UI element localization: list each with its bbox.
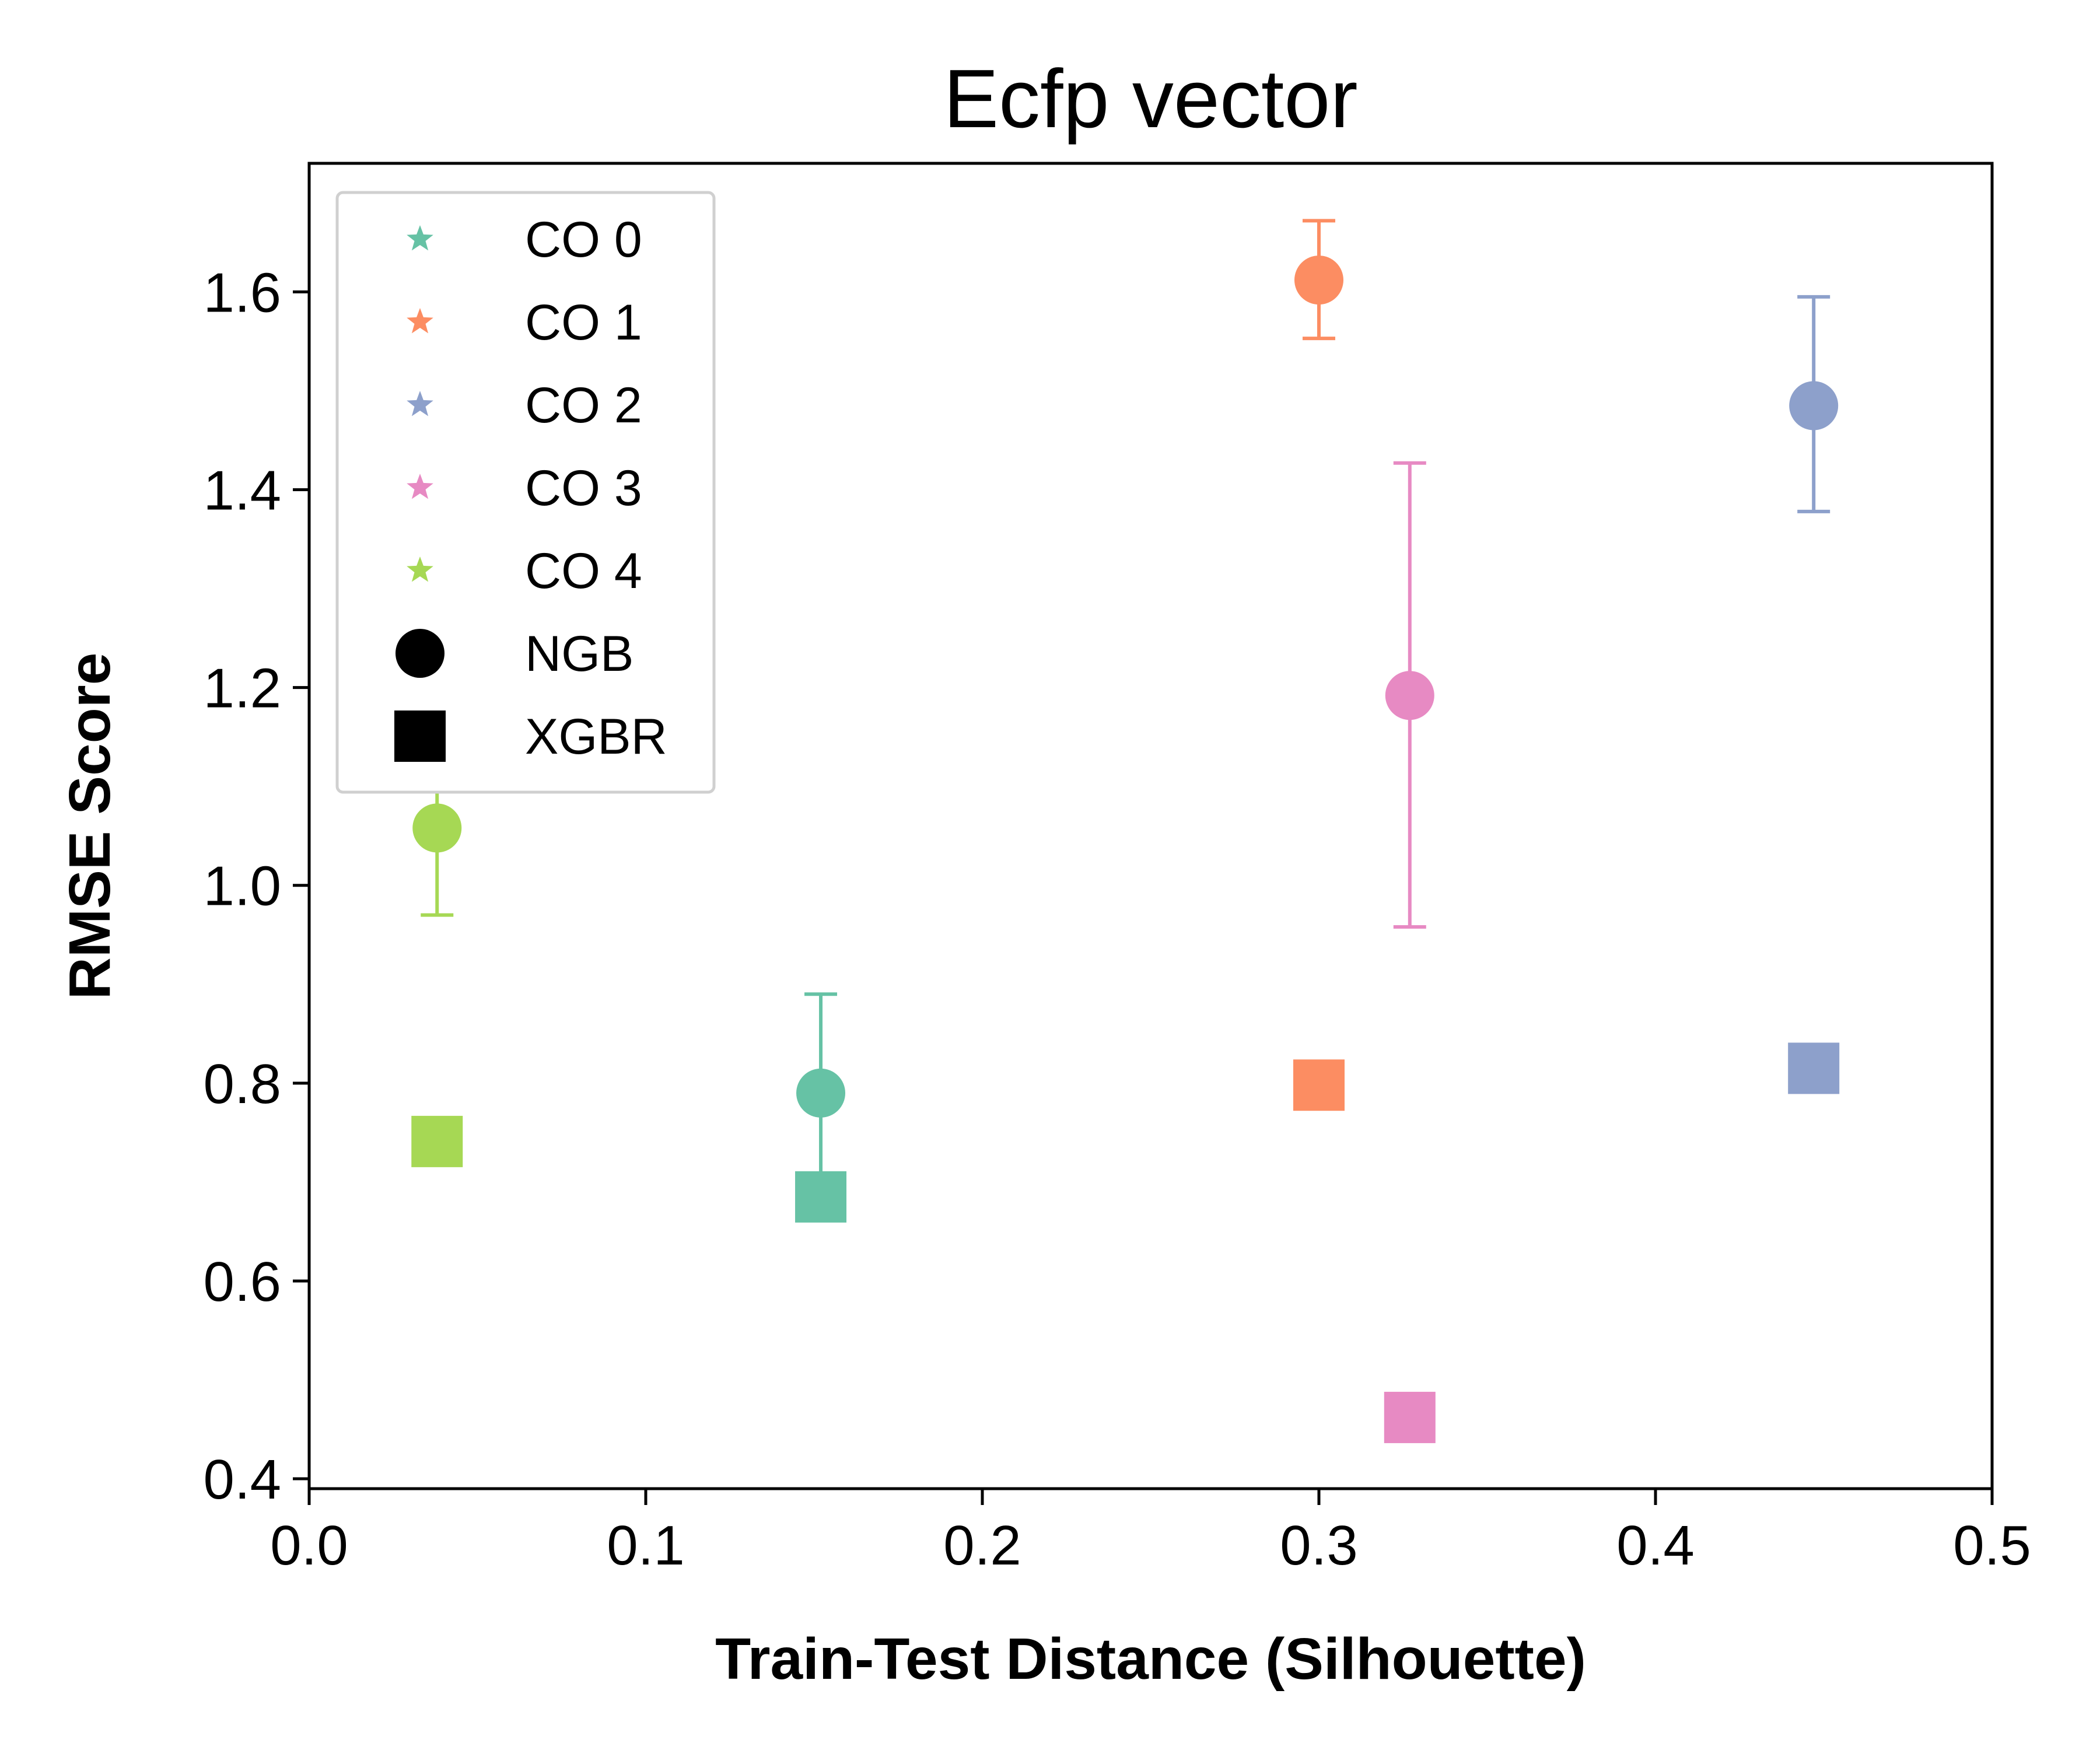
y-tick-label: 0.4 <box>204 1448 281 1511</box>
star-icon <box>407 556 433 582</box>
co-4-ngb-point <box>412 803 462 853</box>
x-tick-label: 0.2 <box>943 1514 1021 1577</box>
legend-label: CO 4 <box>525 543 642 599</box>
co-3-ngb-point <box>1385 671 1434 720</box>
star-icon <box>407 474 433 499</box>
x-tick-label: 0.4 <box>1616 1514 1694 1577</box>
co-2-ngb-point <box>1789 381 1839 430</box>
y-tick-label: 1.4 <box>204 460 281 522</box>
chart-title: Ecfp vector <box>943 52 1357 145</box>
legend-label: CO 2 <box>525 377 642 433</box>
x-tick-label: 0.0 <box>270 1514 348 1577</box>
y-tick-label: 1.2 <box>204 657 281 720</box>
star-icon <box>407 225 433 251</box>
co-0-xgbr-point <box>795 1171 847 1223</box>
x-tick-label: 0.1 <box>607 1514 684 1577</box>
legend-label: NGB <box>525 626 634 682</box>
square-icon <box>394 710 446 762</box>
circle-icon <box>396 629 444 678</box>
plot-area <box>307 162 1994 1490</box>
x-tick-label: 0.5 <box>1953 1514 2031 1577</box>
y-tick-label: 1.6 <box>204 261 281 324</box>
legend-label: CO 3 <box>525 460 642 516</box>
y-axis-title: RMSE Score <box>57 653 123 1000</box>
x-axis-title: Train-Test Distance (Silhouette) <box>715 1626 1586 1692</box>
y-tick-label: 1.0 <box>204 855 281 918</box>
y-tick-label: 0.6 <box>204 1251 281 1313</box>
y-tick-label: 0.8 <box>204 1053 281 1115</box>
co-3-xgbr-point <box>1384 1391 1436 1443</box>
x-tick-label: 0.3 <box>1280 1514 1357 1577</box>
legend-label: XGBR <box>525 709 667 765</box>
star-icon <box>407 391 433 416</box>
co-1-xgbr-point <box>1293 1059 1345 1111</box>
legend-label: CO 1 <box>525 295 642 351</box>
co-0-ngb-point <box>796 1068 846 1118</box>
co-1-ngb-point <box>1294 256 1343 305</box>
legend: CO 0 CO 1 CO 2 CO 3 CO 4 NGB XGBR <box>335 191 716 794</box>
co-4-xgbr-point <box>411 1115 463 1167</box>
star-icon <box>407 308 433 334</box>
co-2-xgbr-point <box>1788 1042 1840 1094</box>
legend-label: CO 0 <box>525 212 642 268</box>
axis-ticks: 0.0 0.1 0.2 0.3 0.4 0.5 0.4 0.6 0.8 1.0 1.2 1.4 1.6 <box>204 261 2031 1577</box>
